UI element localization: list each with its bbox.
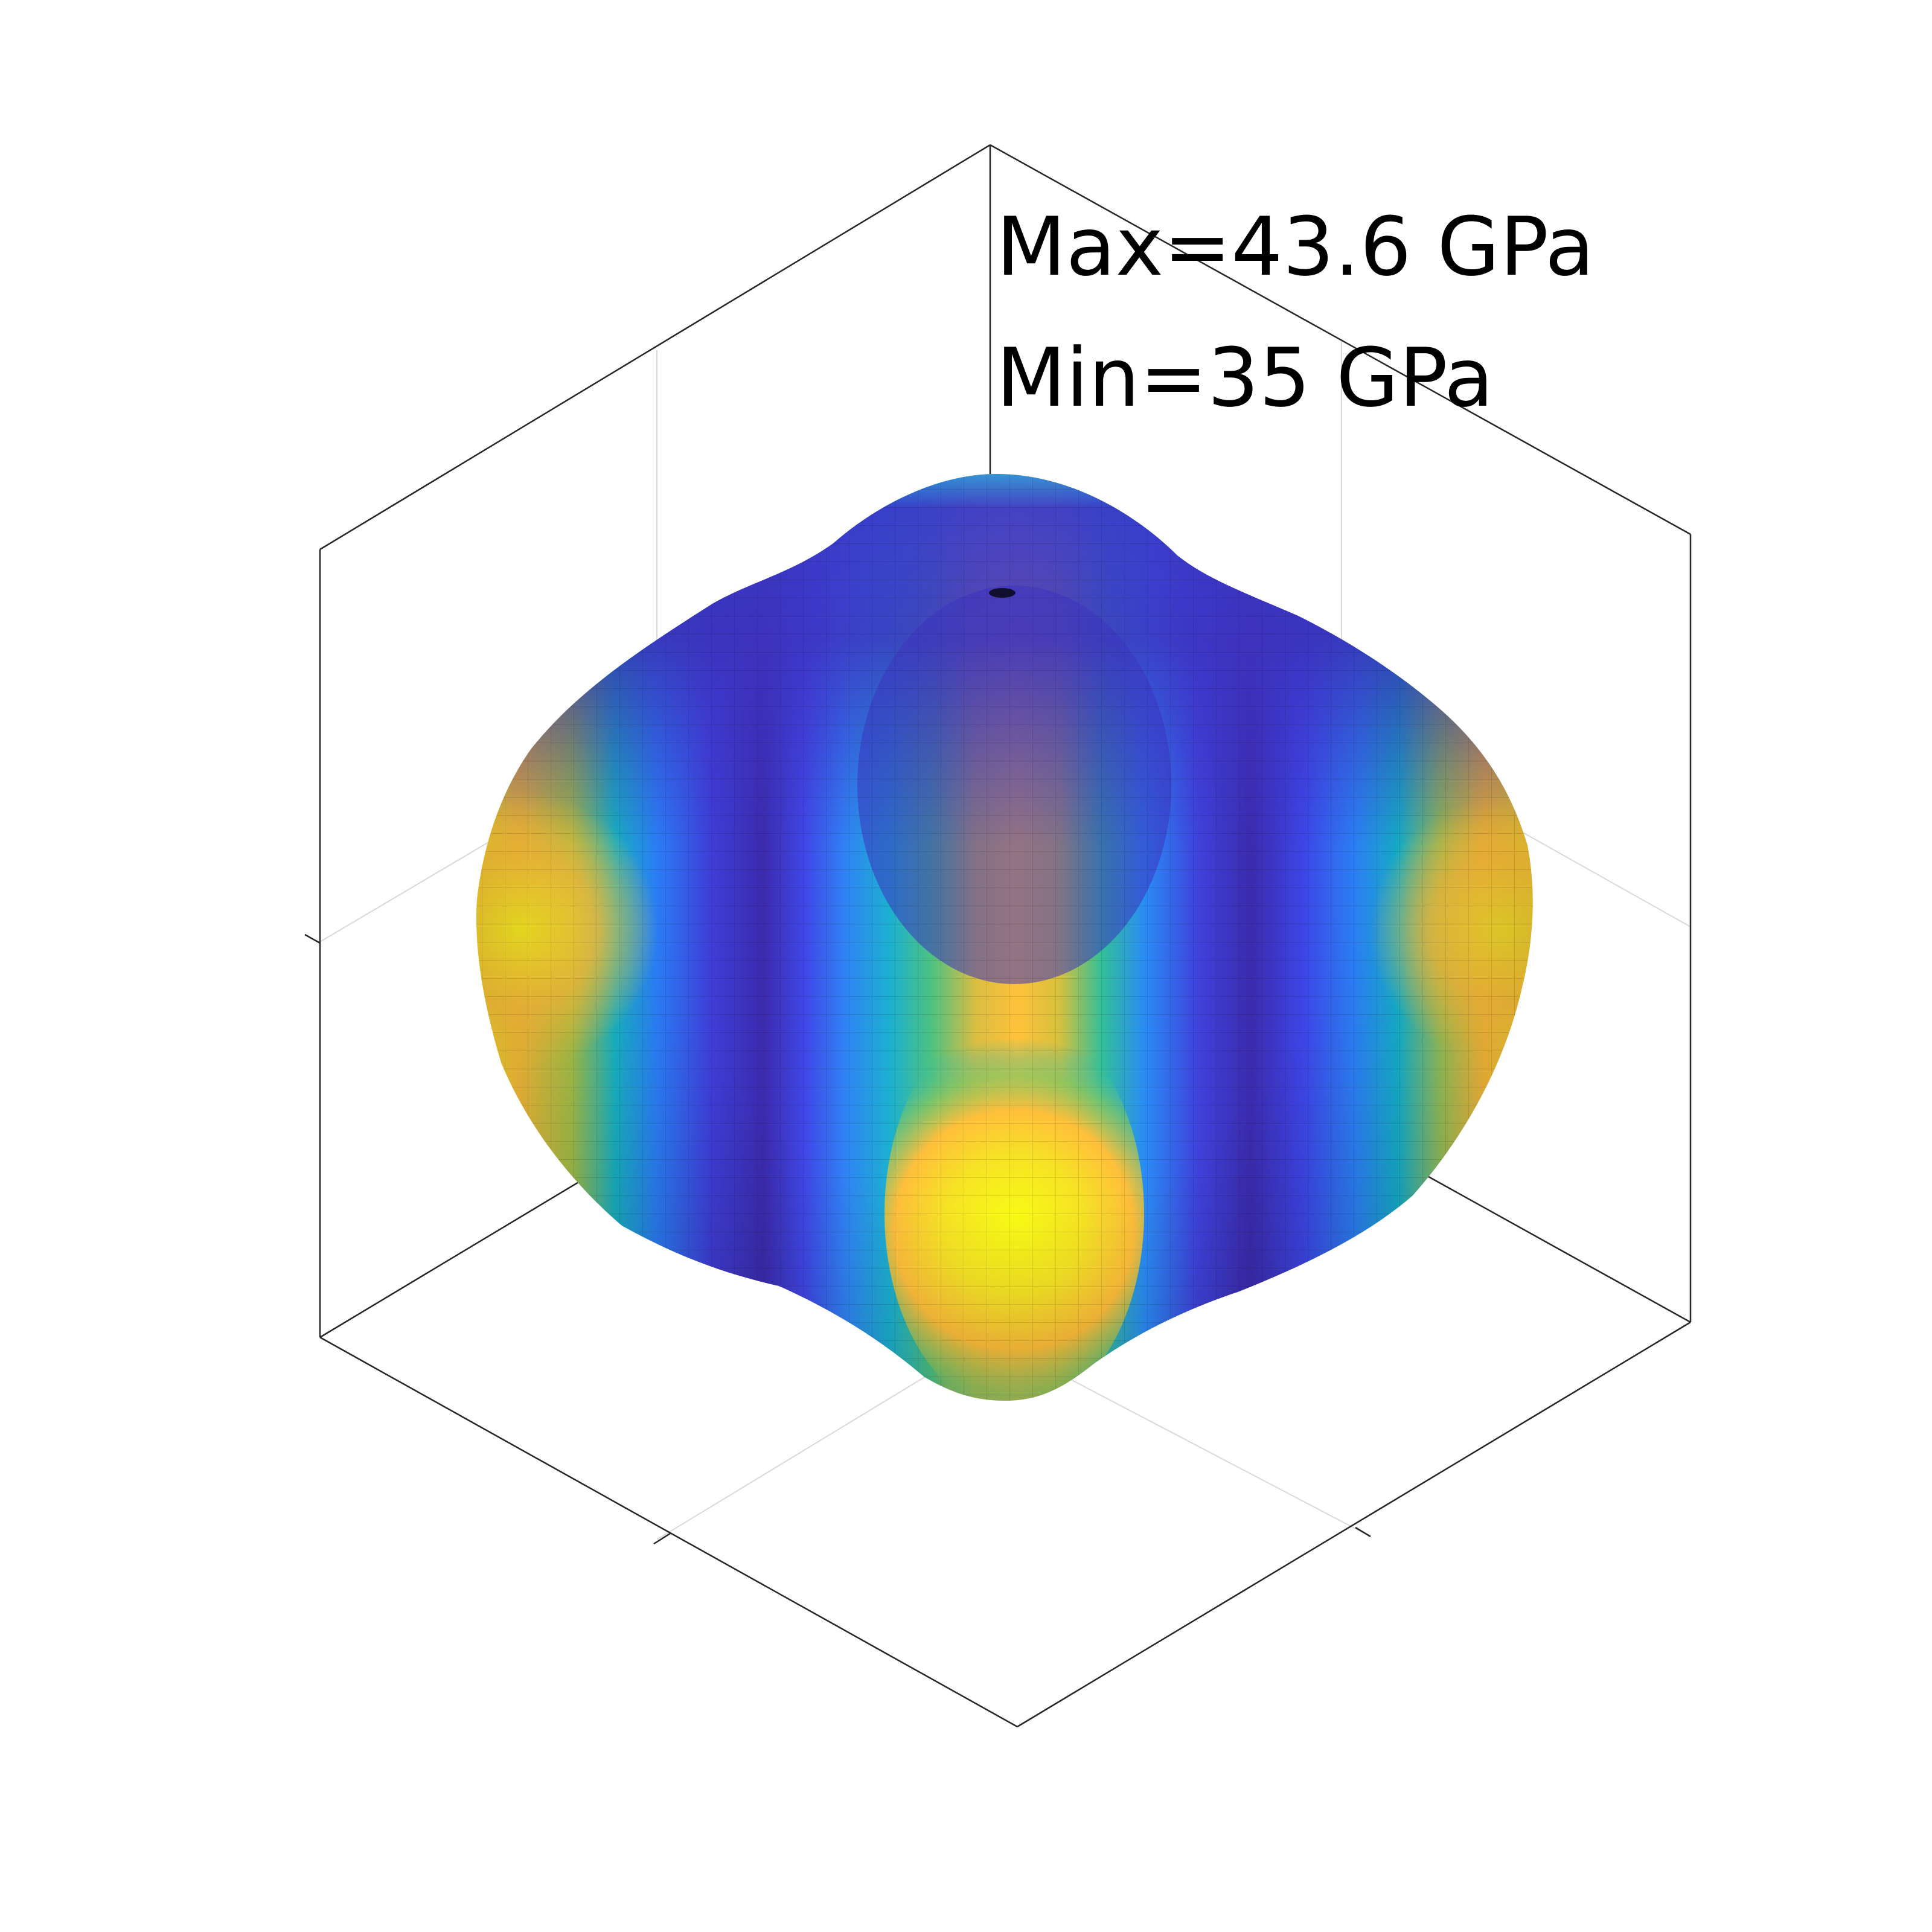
axis-edge xyxy=(319,1173,592,1339)
axis-tick xyxy=(653,1532,671,1545)
axis-tick xyxy=(1355,1526,1371,1538)
axis-edge xyxy=(1017,1321,1691,1728)
max-annotation: Max=43.6 GPa xyxy=(996,200,1595,294)
axis-edge xyxy=(990,144,1691,536)
axis-edge xyxy=(319,1336,1018,1728)
surface-mesh xyxy=(476,474,1533,1401)
axis-edge xyxy=(1418,1170,1691,1323)
min-annotation: Min=35 GPa xyxy=(996,331,1494,425)
elastic-modulus-surface xyxy=(476,474,1533,1401)
pole-marker xyxy=(989,588,1016,598)
axis-edge xyxy=(319,144,991,551)
axis-tick xyxy=(304,933,321,944)
